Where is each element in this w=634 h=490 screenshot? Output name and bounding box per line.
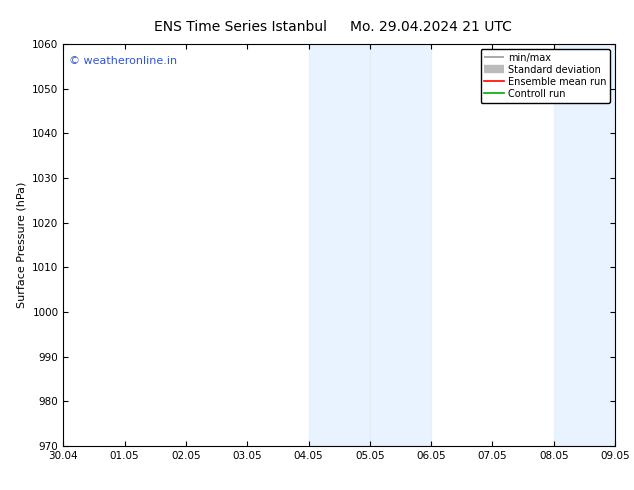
- Bar: [309, 44, 370, 446]
- Text: ENS Time Series Istanbul: ENS Time Series Istanbul: [155, 20, 327, 34]
- Y-axis label: Surface Pressure (hPa): Surface Pressure (hPa): [16, 182, 27, 308]
- Text: Mo. 29.04.2024 21 UTC: Mo. 29.04.2024 21 UTC: [350, 20, 512, 34]
- Bar: [553, 44, 615, 446]
- Legend: min/max, Standard deviation, Ensemble mean run, Controll run: min/max, Standard deviation, Ensemble me…: [481, 49, 610, 102]
- Text: © weatheronline.in: © weatheronline.in: [69, 56, 177, 66]
- Bar: [370, 44, 431, 446]
- Bar: [615, 44, 634, 446]
